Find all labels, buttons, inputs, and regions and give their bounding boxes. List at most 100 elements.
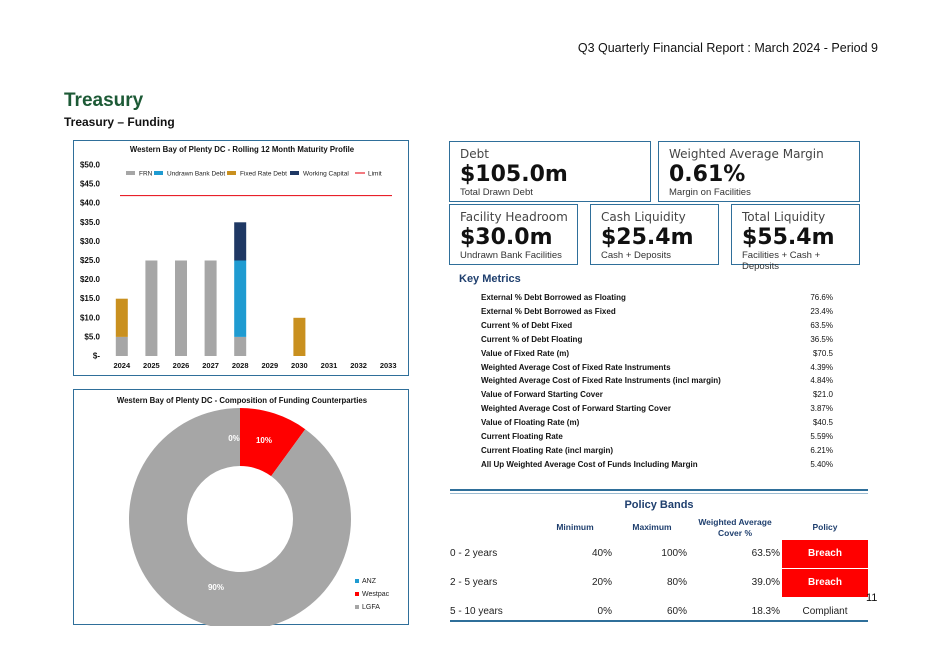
bar-fixed-rate-debt (293, 317, 306, 356)
slice-westpac (240, 408, 306, 477)
metric-label: Value of Forward Starting Cover (481, 390, 603, 400)
y-tick-label: $5.0 (84, 332, 100, 341)
policy-min: 0% (597, 606, 612, 617)
slice-lgfa (129, 408, 351, 630)
policy-status-breach: Breach (782, 569, 868, 597)
y-tick-label: $20.0 (80, 275, 101, 284)
x-tick-label: 2028 (232, 361, 249, 370)
legend-swatch (290, 171, 299, 175)
x-tick-label: 2025 (143, 361, 160, 370)
metric-label: Weighted Average Cost of Fixed Rate Inst… (481, 376, 721, 386)
metric-row: Current Floating Rate (incl margin) 6.21% (481, 446, 833, 460)
total-liquidity-card: Total Liquidity $55.4m Facilities + Cash… (731, 204, 860, 272)
legend-swatch (227, 171, 236, 175)
legend-swatch (126, 171, 135, 175)
metric-row: Current % of Debt Floating 36.5% (481, 335, 833, 349)
x-tick-label: 2031 (321, 361, 338, 370)
metric-row: Current % of Debt Fixed 63.5% (481, 321, 833, 335)
counterparty-panel: Western Bay of Plenty DC - Composition o… (73, 389, 409, 630)
metric-label: Current % of Debt Fixed (481, 320, 573, 330)
total-value: $55.4m (742, 225, 835, 250)
policy-max: 80% (666, 577, 687, 588)
bar-frn (234, 336, 247, 356)
metric-row: External % Debt Borrowed as Fixed 23.4% (481, 307, 833, 321)
y-tick-label: $50.0 (80, 161, 101, 170)
metric-row: Weighted Average Cost of Fixed Rate Inst… (481, 376, 833, 390)
metric-row: Weighted Average Cost of Forward Startin… (481, 404, 833, 418)
policy-max: 100% (661, 548, 687, 559)
metric-label: All Up Weighted Average Cost of Funds In… (481, 459, 698, 469)
policy-band-label: 0 - 2 years (450, 548, 498, 559)
margin-sub: Margin on Facilities (669, 187, 751, 198)
metric-row: Value of Fixed Rate (m) $70.5 (481, 349, 833, 363)
metric-value: $70.5 (812, 348, 833, 358)
x-tick-label: 2029 (261, 361, 278, 370)
legend-label: Undrawn Bank Debt (167, 171, 225, 178)
report-title: Q3 Quarterly Financial Report : March 20… (577, 41, 878, 55)
debt-sub: Total Drawn Debt (460, 187, 533, 198)
y-tick-label: $15.0 (80, 294, 101, 303)
maturity-profile-panel: Western Bay of Plenty DC - Rolling 12 Mo… (73, 140, 409, 376)
bar-fixed-rate-debt (115, 298, 128, 337)
data-label-westpac: 10% (256, 436, 272, 445)
bar-frn (175, 260, 187, 356)
margin-card: Weighted Average Margin 0.61% Margin on … (658, 141, 860, 202)
policy-cover: 39.0% (751, 577, 780, 588)
metric-value: 5.59% (810, 432, 833, 441)
x-tick-label: 2026 (173, 361, 190, 370)
headroom-label: Facility Headroom (460, 210, 568, 224)
debt-label: Debt (460, 147, 489, 161)
page-heading: Treasury (64, 90, 144, 111)
bar-frn (115, 336, 128, 356)
margin-label: Weighted Average Margin (669, 147, 824, 161)
y-tick-label: $30.0 (80, 237, 101, 246)
counterparty-chart: Western Bay of Plenty DC - Composition o… (117, 396, 390, 630)
debt-card: Debt $105.0m Total Drawn Debt (449, 141, 651, 202)
metric-label: Weighted Average Cost of Fixed Rate Inst… (481, 362, 671, 372)
policy-top-divider-thin (450, 493, 868, 494)
y-tick-label: $10.0 (80, 313, 101, 322)
metric-label: Current % of Debt Floating (481, 334, 583, 344)
metric-label: External % Debt Borrowed as Fixed (481, 306, 616, 316)
bar-frn (145, 260, 158, 356)
y-tick-label: $35.0 (80, 218, 101, 227)
metric-value: 23.4% (810, 306, 833, 316)
x-tick-label: 2024 (113, 361, 131, 370)
y-tick-label: $40.0 (80, 199, 101, 208)
y-tick-label: $45.0 (80, 180, 101, 189)
debt-value: $105.0m (460, 162, 568, 187)
metric-row: All Up Weighted Average Cost of Funds In… (481, 460, 833, 474)
metric-value: 5.40% (810, 459, 833, 469)
x-tick-label: 2030 (291, 361, 308, 370)
cash-label: Cash Liquidity (601, 210, 686, 224)
bar-frn (204, 260, 217, 356)
header-maximum: Maximum (632, 522, 672, 532)
metric-value: $21.0 (812, 390, 833, 400)
policy-min: 20% (591, 577, 612, 588)
metric-value: 3.87% (810, 404, 833, 414)
policy-status-breach: Breach (782, 540, 868, 568)
metric-value: 36.5% (810, 334, 833, 344)
chart-title: Western Bay of Plenty DC - Composition o… (117, 396, 368, 405)
y-tick-label: $25.0 (80, 256, 101, 265)
metric-label: Current Floating Rate (incl margin) (481, 445, 614, 455)
policy-status: Compliant (802, 606, 848, 617)
metric-row: External % Debt Borrowed as Floating 76.6… (481, 293, 833, 307)
page-number: 11 (866, 592, 878, 604)
cash-value: $25.4m (601, 225, 694, 250)
bar-working-capital (234, 222, 247, 261)
metric-label: Weighted Average Cost of Forward Startin… (481, 404, 671, 414)
legend-label: Westpac (362, 591, 390, 598)
x-tick-label: 2027 (202, 361, 219, 370)
chart-title: Western Bay of Plenty DC - Rolling 12 Mo… (130, 145, 355, 154)
policy-band-label: 2 - 5 years (450, 577, 498, 588)
metric-value: 6.21% (810, 445, 833, 455)
policy-bands-title: Policy Bands (624, 499, 694, 511)
metric-label: Value of Fixed Rate (m) (481, 348, 570, 358)
legend-label: ANZ (362, 578, 377, 585)
total-sub: Facilities + Cash + Deposits (742, 250, 821, 272)
policy-min: 40% (591, 548, 612, 559)
page-subheading: Treasury – Funding (64, 115, 175, 129)
data-label-anz: 0% (228, 434, 240, 443)
y-tick-label: $- (93, 352, 100, 361)
